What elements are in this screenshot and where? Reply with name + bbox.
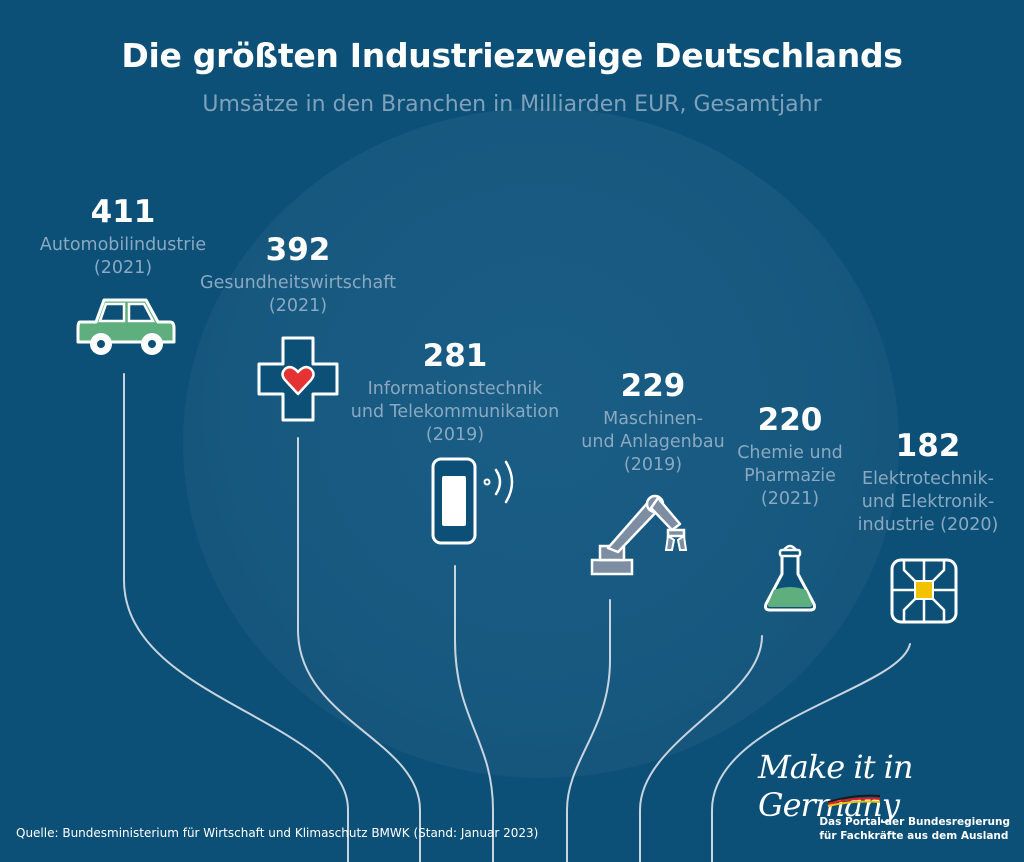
data-label-chemie: 220 Chemie und Pharmazie (2021) [705,402,875,511]
category-label: Maschinen- und Anlagenbau (2019) [581,409,725,475]
value-label: 229 [620,368,686,404]
logo-caption-line-1: Das Portal der Bundesregierung [819,816,1010,828]
flag-stripe-icon [827,794,881,807]
chip-icon [890,558,958,624]
robot-arm-icon [590,494,688,576]
flask-icon [764,544,816,612]
connector-line-3 [454,565,494,862]
make-it-in-germany-logo: Make it in Germany [758,748,913,824]
value-label: 411 [90,194,156,230]
car-icon [76,298,176,355]
value-label: 281 [422,338,488,374]
chart-title: Die größten Industriezweige Deutschlands [121,36,903,75]
category-label: Automobilindustrie (2021) [39,235,207,278]
logo-caption-line-2: für Fachkräfte aus dem Ausland [819,830,1009,842]
connector-line-2 [297,437,421,862]
category-label: Gesundheitswirtschaft (2021) [200,273,396,316]
value-label: 220 [757,402,823,438]
data-label-elektro: 182 Elektrotechnik- und Elektronik- indu… [848,428,1008,537]
logo-caption: Das Portal der Bundesregierung für Fachk… [819,815,1010,843]
data-label-it: 281 Informationstechnik und Telekommunik… [335,338,575,447]
value-label: 392 [265,232,331,268]
source-note: Quelle: Bundesministerium für Wirtschaft… [16,826,539,840]
data-label-automobil: 411 Automobilindustrie (2021) [28,194,218,280]
health-cross-icon [257,336,339,422]
category-label: Elektrotechnik- und Elektronik- industri… [857,469,999,535]
globe-background [183,108,899,778]
category-label: Chemie und Pharmazie (2021) [737,443,843,509]
data-label-maschinen: 229 Maschinen- und Anlagenbau (2019) [553,368,753,477]
data-label-gesundheit: 392 Gesundheitswirtschaft (2021) [188,232,408,318]
connector-line-6 [711,643,911,862]
smartphone-icon [431,457,514,545]
category-label: Informationstechnik und Telekommunikatio… [350,379,560,445]
chart-subtitle: Umsätze in den Branchen in Milliarden EU… [202,92,822,117]
connector-line-4 [566,599,611,862]
connector-line-1 [123,373,349,862]
value-label: 182 [895,428,961,464]
connector-line-5 [639,635,763,862]
